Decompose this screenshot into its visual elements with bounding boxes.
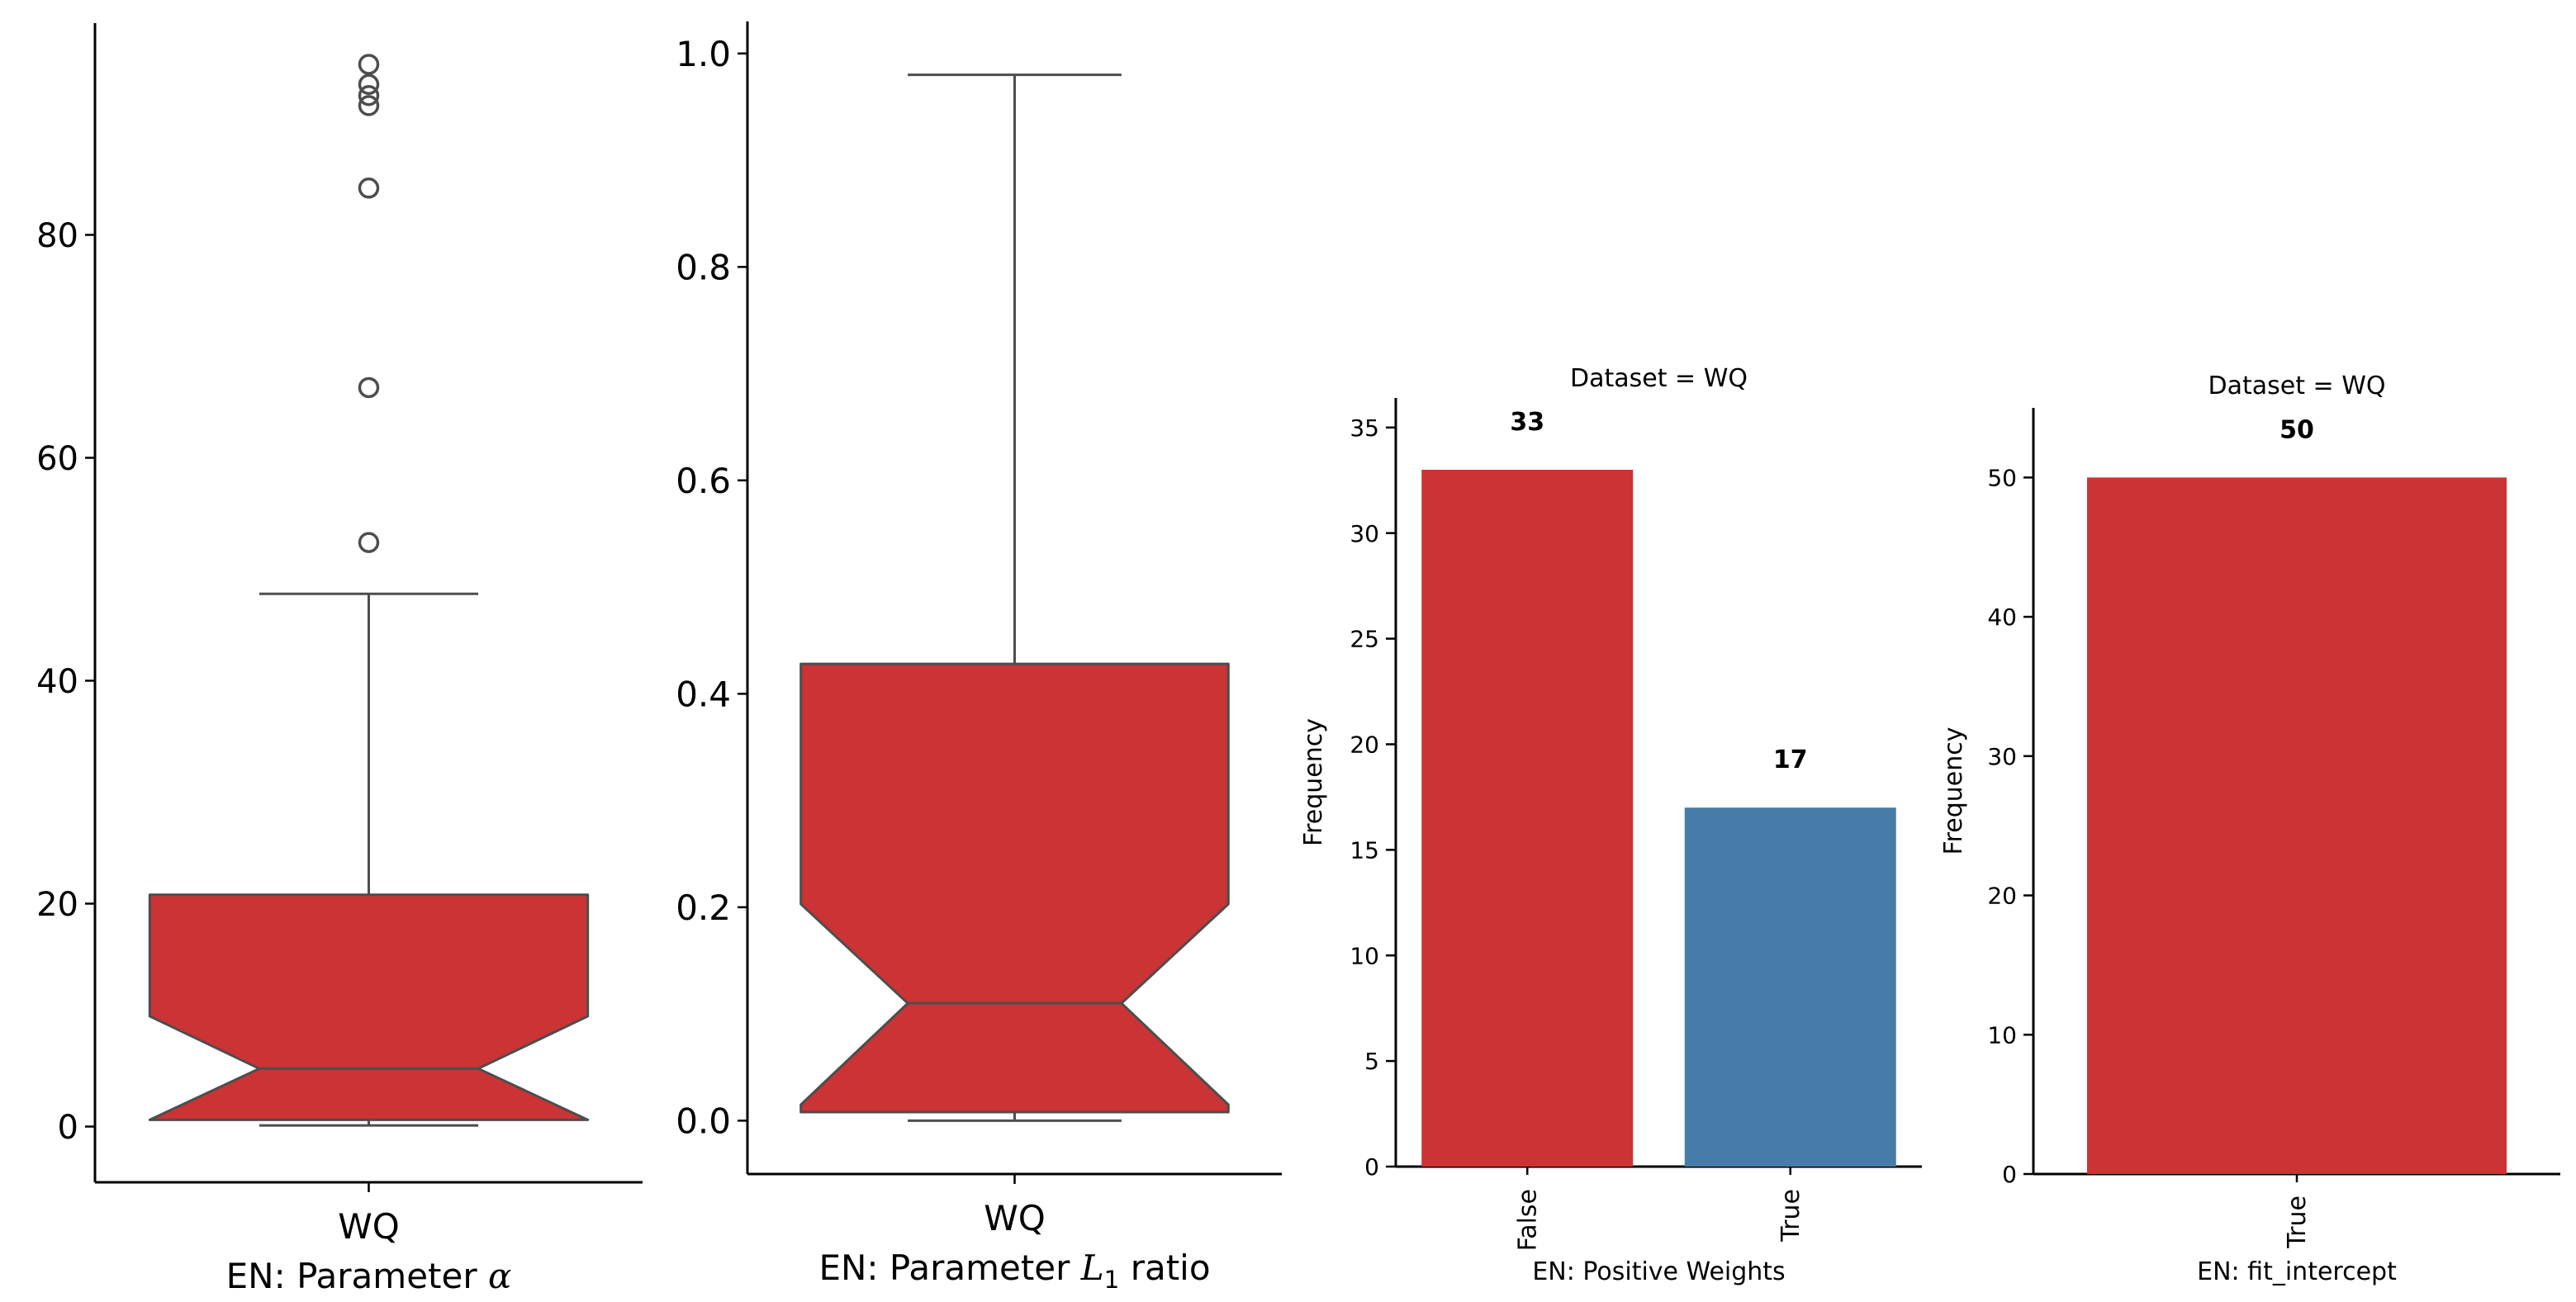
outlier-point <box>358 95 380 116</box>
y-tick-label: 30 <box>1987 743 2017 770</box>
x-axis-label-math: α <box>488 1256 511 1296</box>
y-tick-label: 25 <box>1350 626 1379 653</box>
x-tick-label: False <box>1513 1189 1542 1251</box>
y-tick-label: 80 <box>36 217 78 255</box>
y-tick-label: 30 <box>1350 520 1379 547</box>
x-axis-label: EN: Parameter α <box>226 1256 512 1296</box>
x-axis-label: EN: Parameter L1 ratio <box>818 1248 1210 1294</box>
y-tick-label: 0 <box>1364 1153 1379 1181</box>
y-axis-label: Frequency <box>1939 727 1968 855</box>
y-tick-label: 0.4 <box>676 674 731 714</box>
outlier-point <box>358 532 380 553</box>
y-tick-label: 0 <box>2002 1161 2017 1188</box>
bar-value-label: 50 <box>2279 415 2314 444</box>
bar-value-label: 17 <box>1773 746 1808 774</box>
bar-false <box>1421 469 1634 1167</box>
x-tick-label: True <box>1777 1189 1805 1243</box>
x-axis-label-subscript: 1 <box>1104 1266 1120 1294</box>
y-tick-label: 0 <box>58 1109 78 1147</box>
y-tick-label: 20 <box>36 886 78 924</box>
x-tick-label: WQ <box>984 1198 1046 1238</box>
outlier-point <box>358 73 380 95</box>
panel-2: 0.0 0.2 0.4 0.6 0.8 1.0 WQ EN: Parameter L1 rat… <box>676 21 1282 1294</box>
notched-box <box>148 893 590 1121</box>
panel-1: 0 20 40 60 80 WQ EN: Parameter α <box>36 23 643 1296</box>
chart-title: Dataset = WQ <box>1570 364 1748 393</box>
x-axis-label-math: L <box>1080 1248 1104 1288</box>
x-axis-label-suffix: ratio <box>1119 1248 1210 1288</box>
y-tick-label: 0.6 <box>676 461 731 501</box>
y-tick-label: 10 <box>1350 942 1379 969</box>
x-tick-label: WQ <box>338 1206 400 1247</box>
outlier-point <box>358 178 380 199</box>
y-tick-label: 1.0 <box>676 34 731 74</box>
notched-box <box>799 662 1230 1114</box>
y-tick-label: 5 <box>1364 1048 1379 1075</box>
panel-3: 0 5 10 15 20 25 30 35 33 False 17 True Dataset = WQ E… <box>1299 364 1922 1286</box>
y-axis-label: Frequency <box>1299 718 1328 846</box>
y-tick-label: 60 <box>36 440 78 478</box>
y-tick-label: 35 <box>1350 414 1379 442</box>
y-tick-label: 50 <box>1987 464 2017 491</box>
y-tick-label: 0.8 <box>676 247 731 287</box>
y-tick-label: 20 <box>1987 883 2017 910</box>
y-tick-label: 15 <box>1350 836 1379 864</box>
bar-true <box>2087 477 2507 1174</box>
x-tick-label: True <box>2283 1195 2312 1249</box>
outlier-point <box>358 376 380 399</box>
outlier-point <box>358 54 380 75</box>
y-tick-label: 10 <box>1987 1021 2017 1049</box>
y-tick-label: 40 <box>1987 604 2017 631</box>
x-axis-label-prefix: EN: Parameter <box>818 1248 1080 1288</box>
chart-title: Dataset = WQ <box>2208 372 2386 400</box>
bar-value-label: 33 <box>1510 408 1544 437</box>
y-tick-label: 20 <box>1350 731 1379 759</box>
y-tick-label: 0.2 <box>676 888 731 928</box>
x-axis-label-prefix: EN: Parameter <box>226 1256 488 1296</box>
bar-true <box>1684 807 1896 1167</box>
x-axis-label: EN: fit_intercept <box>2197 1257 2397 1286</box>
panel-4: 0 10 20 30 40 50 50 True Dataset = WQ EN: fit_int… <box>1939 372 2560 1286</box>
outlier-point <box>358 85 380 107</box>
x-axis-label: EN: Positive Weights <box>1532 1257 1785 1286</box>
y-tick-label: 0.0 <box>676 1101 731 1141</box>
y-tick-label: 40 <box>36 663 78 701</box>
